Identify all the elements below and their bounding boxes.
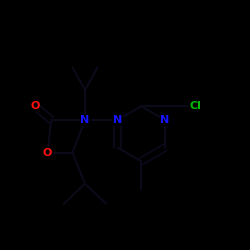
Text: N: N [160, 115, 170, 125]
Text: N: N [113, 115, 122, 125]
Text: O: O [43, 148, 52, 158]
Text: Cl: Cl [189, 101, 201, 111]
Text: N: N [80, 115, 90, 125]
Text: O: O [30, 101, 40, 111]
